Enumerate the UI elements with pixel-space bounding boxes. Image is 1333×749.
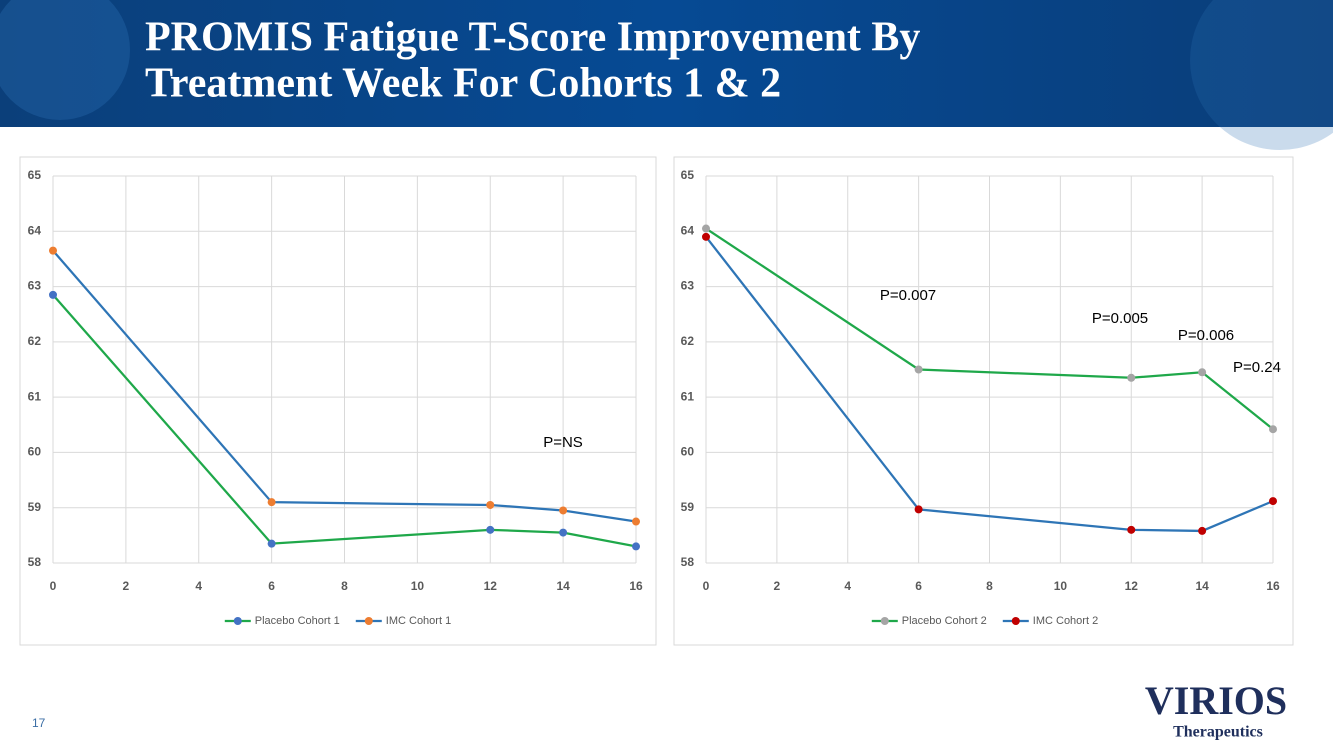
legend-marker [1011,617,1020,625]
y-tick-label: 64 [28,223,42,237]
data-point [559,506,568,515]
legend-label: IMC Cohort 1 [386,615,451,627]
legend-marker [880,617,889,625]
y-tick-label: 65 [28,168,42,182]
data-point [486,525,495,534]
y-tick-label: 63 [28,279,42,293]
header-band [0,0,1333,127]
x-tick-label: 16 [629,579,643,593]
y-tick-label: 62 [28,334,42,348]
x-tick-label: 0 [703,579,710,593]
data-point [267,498,276,507]
annotation: P=0.005 [1092,310,1148,327]
y-tick-label: 58 [28,555,42,569]
y-tick-label: 63 [681,279,695,293]
x-tick-label: 14 [556,579,570,593]
x-tick-label: 4 [844,579,851,593]
x-tick-label: 6 [915,579,922,593]
annotation: P=0.006 [1178,327,1234,344]
chart-panel [673,156,1294,646]
page-number: 17 [32,716,46,730]
y-tick-label: 61 [681,389,695,403]
x-tick-label: 12 [1125,579,1139,593]
y-tick-label: 59 [681,500,695,514]
logo-tagline: Therapeutics [1173,724,1263,741]
data-point [1269,497,1277,506]
y-tick-label: 65 [681,168,695,182]
legend-label: Placebo Cohort 1 [255,615,340,627]
data-point [49,290,57,299]
title: PROMIS Fatigue T-Score Improvement By [145,15,920,61]
data-point [632,542,640,551]
data-point [702,232,710,241]
legend-marker [233,617,242,625]
x-tick-label: 12 [484,579,498,593]
x-tick-label: 10 [411,579,425,593]
x-tick-label: 16 [1266,579,1280,593]
x-tick-label: 8 [986,579,993,593]
data-point [1127,373,1136,382]
x-tick-label: 14 [1195,579,1209,593]
y-tick-label: 60 [681,445,695,459]
x-tick-label: 6 [268,579,275,593]
y-tick-label: 64 [681,223,695,237]
x-tick-label: 2 [123,579,130,593]
x-tick-label: 0 [50,579,57,593]
data-point [632,517,640,526]
header-decoration [1190,0,1333,150]
y-tick-label: 61 [28,389,42,403]
annotation: P=NS [543,434,583,451]
title: Treatment Week For Cohorts 1 & 2 [145,61,781,107]
legend-label: IMC Cohort 2 [1033,615,1098,627]
legend-label: Placebo Cohort 2 [902,615,987,627]
y-tick-label: 58 [681,555,695,569]
y-tick-label: 59 [28,500,42,514]
y-tick-label: 60 [28,445,42,459]
annotation: P=0.007 [880,287,936,304]
logo: VIRIOS [1145,678,1287,723]
data-point [1269,425,1277,434]
data-point [1127,525,1136,534]
y-tick-label: 62 [681,334,695,348]
data-point [1198,368,1207,377]
data-point [486,500,495,509]
x-tick-label: 2 [774,579,781,593]
data-point [914,365,923,374]
chart-panel [19,156,657,646]
x-tick-label: 4 [195,579,202,593]
header-decoration [0,0,130,120]
data-point [559,528,568,537]
x-tick-label: 8 [341,579,348,593]
data-point [49,246,57,255]
data-point [702,224,710,233]
data-point [914,505,923,514]
annotation: P=0.24 [1233,359,1281,376]
data-point [267,539,276,548]
data-point [1198,526,1207,535]
x-tick-label: 10 [1054,579,1068,593]
legend-marker [364,617,373,625]
